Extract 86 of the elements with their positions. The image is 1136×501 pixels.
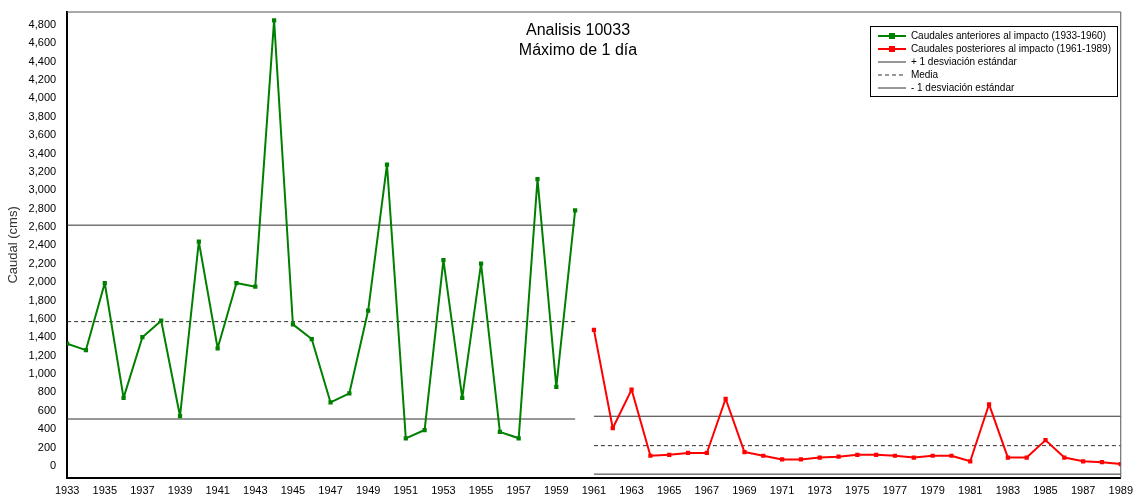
point <box>836 454 841 459</box>
x-tick-label: 1963 <box>619 484 644 497</box>
y-tick-label: 2,400 <box>28 238 57 251</box>
x-tick-label: 1945 <box>280 484 306 497</box>
x-tick-label: 1939 <box>167 484 193 497</box>
y-tick-label: 2,000 <box>28 275 57 288</box>
x-tick-label: 1977 <box>882 484 908 497</box>
point <box>121 395 126 400</box>
point <box>535 177 540 182</box>
y-tick-label: 1,000 <box>28 367 57 380</box>
legend-label: Caudales posteriores al impacto (1961-1989) <box>910 42 1111 55</box>
point <box>441 257 446 263</box>
point <box>779 457 785 462</box>
x-tick-label: 1973 <box>807 484 832 497</box>
point <box>648 453 653 458</box>
point <box>422 427 427 433</box>
x-tick-label: 1961 <box>581 484 607 497</box>
text: Analisis 10033 <box>525 21 631 38</box>
y-tick-label: 200 <box>37 440 57 453</box>
point <box>949 453 954 458</box>
x-tick-label: 1965 <box>656 484 682 497</box>
x-tick-label: 1979 <box>920 484 945 497</box>
point <box>328 400 333 405</box>
x-tick-label: 1955 <box>468 484 494 497</box>
legend-label: - 1 desviación estándar <box>910 81 1015 94</box>
y-tick-label: 3,400 <box>28 146 57 159</box>
y-tick-label: 1,200 <box>28 348 57 361</box>
x-tick-label: 1951 <box>393 484 419 497</box>
point <box>629 387 634 392</box>
x-tick-label: 1933 <box>54 484 80 497</box>
x-tick-label: 1981 <box>958 484 983 497</box>
point <box>742 449 747 455</box>
x-tick-label: 1983 <box>995 484 1021 497</box>
point <box>817 455 822 460</box>
legend-label: Media <box>910 68 939 81</box>
y-tick-label: 2,200 <box>28 256 57 269</box>
legend-label: + 1 desviación estándar <box>910 55 1017 68</box>
point <box>1024 455 1029 460</box>
x-tick-label: 1953 <box>431 484 456 497</box>
y-tick-label: 1,800 <box>28 293 57 306</box>
point <box>798 457 804 462</box>
x-tick-label: 1967 <box>694 484 720 497</box>
y-tick-label: 1,400 <box>28 330 57 343</box>
y-tick-label: 4,200 <box>28 73 57 86</box>
point <box>1062 455 1067 460</box>
y-axis-title: Caudal (cms) <box>5 206 21 284</box>
point <box>930 453 935 458</box>
x-tick-label: 1947 <box>318 484 343 497</box>
x-tick-label: 1943 <box>243 484 268 497</box>
y-tick-label: 400 <box>37 422 57 435</box>
y-tick-label: 3,600 <box>28 128 57 141</box>
x-tick-label: 1937 <box>130 484 155 497</box>
point <box>140 335 145 340</box>
point <box>1005 455 1010 460</box>
point <box>573 208 578 213</box>
y-tick-label: 2,800 <box>28 201 57 214</box>
y-tick-label: 4,800 <box>28 17 57 30</box>
y-tick-label: 3,800 <box>28 109 57 122</box>
point <box>911 455 916 460</box>
point <box>234 280 239 286</box>
x-tick-label: 1971 <box>769 484 795 497</box>
point <box>1043 438 1048 443</box>
y-tick-label: 4,000 <box>28 91 57 104</box>
x-tick-label: 1957 <box>506 484 531 497</box>
y-tick-label: 3,000 <box>28 183 57 196</box>
point <box>384 162 390 167</box>
legend-label: Caudales anteriores al impacto (1933-1960) <box>910 29 1106 42</box>
y-tick-label: 800 <box>37 385 57 398</box>
y-tick-label: 600 <box>37 403 57 416</box>
x-tick-label: 1941 <box>205 484 230 497</box>
x-tick-label: 1949 <box>355 484 381 497</box>
y-tick-label: 3,200 <box>28 164 57 177</box>
x-tick-label: 1985 <box>1033 484 1058 497</box>
y-tick-label: 1,600 <box>28 311 57 324</box>
x-tick-label: 1989 <box>1108 484 1134 497</box>
y-tick-label: 4,600 <box>28 36 57 49</box>
x-tick-label: 1959 <box>544 484 569 497</box>
x-tick-label: 1969 <box>732 484 757 497</box>
y-tick-label: 0 <box>50 458 57 471</box>
text: Máximo de 1 día <box>518 41 638 58</box>
x-tick-label: 1935 <box>92 484 117 497</box>
x-tick-label: 1987 <box>1070 484 1096 497</box>
y-tick-label: 4,400 <box>28 54 57 67</box>
x-tick-label: 1975 <box>845 484 870 497</box>
y-tick-label: 2,600 <box>28 220 57 233</box>
point <box>366 308 371 313</box>
